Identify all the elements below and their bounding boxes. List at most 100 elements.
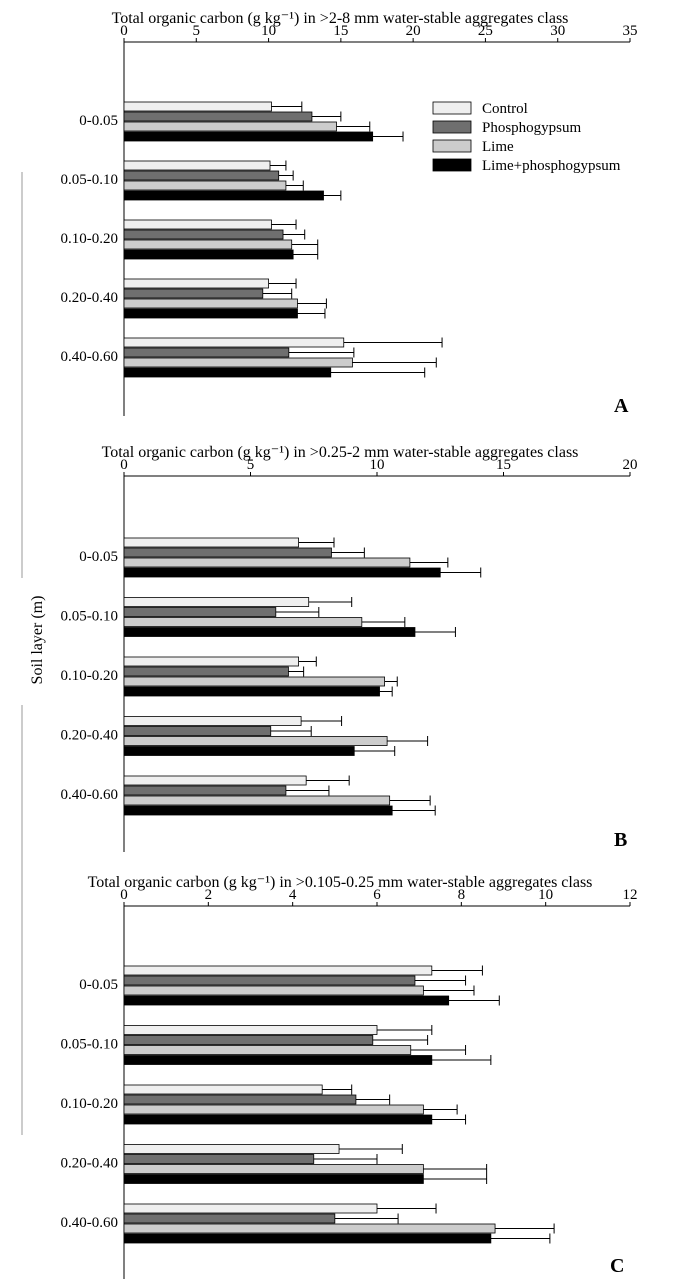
category-label: 0.20-0.40 — [61, 1156, 119, 1172]
bar-control — [123, 775, 307, 786]
bar-phosphogypsum — [123, 547, 332, 558]
legend-swatch — [432, 101, 472, 115]
legend-label: Lime — [482, 139, 514, 155]
bar-lime-phosphogypsum — [123, 1114, 433, 1125]
bar-control — [123, 101, 272, 112]
bar-lime — [123, 180, 287, 191]
bar-lime-phosphogypsum — [123, 567, 441, 578]
bar-lime-phosphogypsum — [123, 1055, 433, 1065]
bar-lime-phosphogypsum — [123, 686, 380, 697]
legend-label: Lime+phosphogypsum — [482, 158, 621, 174]
panel-title: Total organic carbon (g kg⁻¹) in >0.25-2… — [102, 444, 579, 461]
panel-b: Total organic carbon (g kg⁻¹) in >0.25-2… — [61, 444, 638, 852]
bar-phosphogypsum — [123, 1213, 336, 1224]
x-tick-label: 20 — [406, 23, 421, 39]
bar-lime — [123, 676, 385, 687]
bar-control — [123, 965, 433, 976]
bar-phosphogypsum — [123, 1035, 374, 1045]
bar-phosphogypsum — [123, 347, 290, 358]
bar-phosphogypsum — [123, 170, 280, 181]
bar-phosphogypsum — [123, 607, 277, 617]
legend-swatch — [432, 139, 472, 153]
bar-lime — [123, 298, 298, 309]
bar-control — [123, 337, 345, 348]
bar-control — [123, 219, 272, 230]
bar-phosphogypsum — [123, 1154, 315, 1164]
panels: Total organic carbon (g kg⁻¹) in >2-8 mm… — [61, 10, 638, 1279]
category-label: 0.05-0.10 — [61, 172, 119, 188]
category-label: 0.10-0.20 — [61, 668, 119, 684]
soil-layer-ylabel: Soil layer (m) — [29, 596, 46, 685]
x-tick-label: 0 — [120, 887, 128, 903]
bar-lime — [123, 795, 391, 806]
bar-control — [123, 160, 271, 171]
bar-lime — [123, 985, 424, 996]
bar-lime — [123, 1223, 496, 1234]
bar-lime-phosphogypsum — [123, 1174, 424, 1184]
x-tick-label: 15 — [333, 23, 348, 39]
category-label: 0.10-0.20 — [61, 1096, 119, 1112]
bar-lime-phosphogypsum — [123, 308, 298, 319]
x-tick-label: 20 — [623, 457, 638, 473]
bar-lime — [123, 1104, 424, 1115]
bar-lime — [123, 357, 353, 368]
bar-lime — [123, 617, 363, 627]
x-tick-label: 30 — [550, 23, 565, 39]
bar-lime-phosphogypsum — [123, 1233, 492, 1244]
legend-label: Phosphogypsum — [482, 120, 582, 136]
category-label: 0-0.05 — [79, 977, 118, 993]
bar-lime — [123, 1045, 412, 1055]
bar-lime-phosphogypsum — [123, 805, 393, 816]
bar-lime — [123, 557, 411, 568]
category-label: 0.40-0.60 — [61, 787, 119, 803]
bar-control — [123, 597, 310, 607]
x-tick-label: 8 — [458, 887, 466, 903]
legend: Control Phosphogypsum Lime Lime+phosphogyps… — [432, 101, 621, 174]
bar-phosphogypsum — [123, 288, 264, 299]
bar-control — [123, 537, 299, 548]
x-tick-label: 35 — [623, 23, 638, 39]
category-label: 0.05-0.10 — [61, 609, 119, 625]
bar-phosphogypsum — [123, 785, 287, 796]
panel-title: Total organic carbon (g kg⁻¹) in >0.105-… — [88, 874, 593, 891]
bar-lime — [123, 1164, 424, 1174]
bar-lime-phosphogypsum — [123, 995, 450, 1006]
bar-control — [123, 1025, 378, 1035]
bar-control — [123, 1203, 378, 1214]
x-tick-label: 4 — [289, 887, 297, 903]
panel-a: Total organic carbon (g kg⁻¹) in >2-8 mm… — [61, 10, 638, 417]
bar-lime-phosphogypsum — [123, 746, 355, 756]
category-label: 0.40-0.60 — [61, 1215, 119, 1231]
category-label: 0-0.05 — [79, 549, 118, 565]
category-label: 0.10-0.20 — [61, 231, 119, 247]
panel-letter: C — [610, 1255, 624, 1277]
bar-control — [123, 1144, 340, 1154]
x-tick-label: 12 — [623, 887, 638, 903]
x-tick-label: 0 — [120, 23, 128, 39]
category-label: 0.20-0.40 — [61, 728, 119, 744]
bar-phosphogypsum — [123, 975, 416, 986]
x-tick-label: 10 — [261, 23, 276, 39]
legend-label: Control — [482, 101, 528, 117]
bar-control — [123, 278, 269, 289]
x-tick-label: 2 — [205, 887, 213, 903]
x-tick-label: 25 — [478, 23, 493, 39]
x-tick-label: 5 — [247, 457, 255, 473]
category-label: 0.20-0.40 — [61, 290, 119, 306]
bar-control — [123, 1084, 323, 1095]
x-tick-label: 10 — [538, 887, 553, 903]
bar-lime — [123, 736, 388, 746]
bar-lime — [123, 239, 293, 250]
bar-control — [123, 656, 299, 667]
bar-lime-phosphogypsum — [123, 131, 374, 142]
bar-lime — [123, 121, 337, 132]
x-tick-label: 5 — [193, 23, 201, 39]
bar-lime-phosphogypsum — [123, 249, 294, 260]
bar-phosphogypsum — [123, 111, 313, 122]
panel-letter: A — [614, 395, 629, 417]
category-label: 0-0.05 — [79, 113, 118, 129]
legend-swatch — [432, 158, 472, 172]
legend-swatch — [432, 120, 472, 134]
category-label: 0.40-0.60 — [61, 349, 119, 365]
